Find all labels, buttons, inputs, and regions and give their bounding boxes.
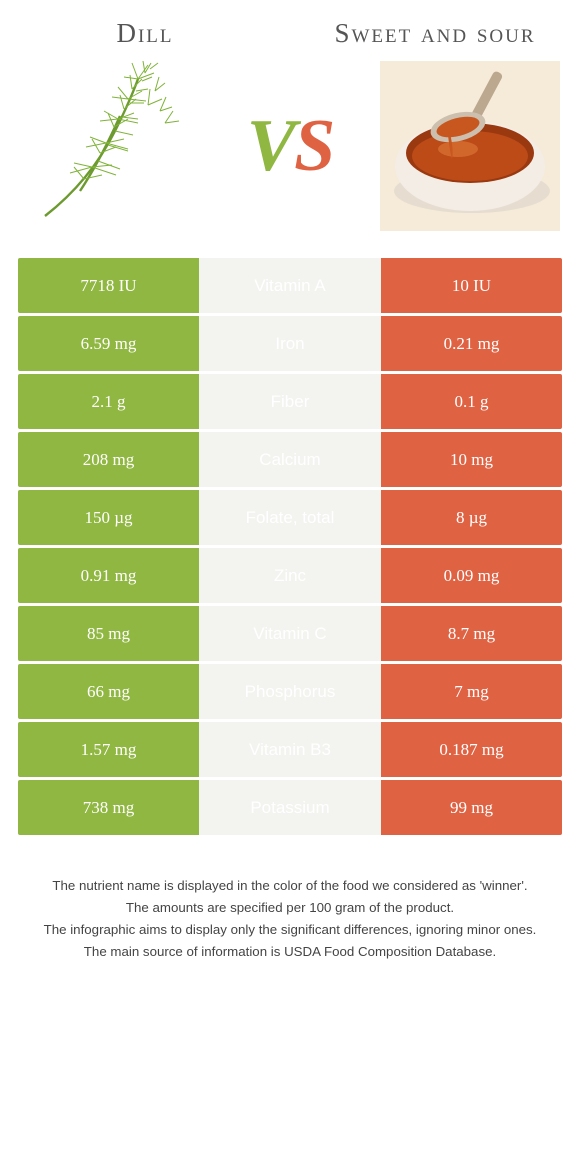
table-row: 66 mgPhosphorus7 mg [18,664,562,719]
left-value: 85 mg [18,606,199,661]
footnote-line: The main source of information is USDA F… [30,942,550,962]
nutrient-label: Vitamin B3 [199,722,381,777]
left-value: 2.1 g [18,374,199,429]
nutrient-label: Phosphorus [199,664,381,719]
right-food-image [380,61,560,231]
table-row: 85 mgVitamin C8.7 mg [18,606,562,661]
table-row: 150 µgFolate, total8 µg [18,490,562,545]
table-row: 0.91 mgZinc0.09 mg [18,548,562,603]
footnote-line: The nutrient name is displayed in the co… [30,876,550,896]
right-value: 99 mg [381,780,562,835]
footnote-line: The amounts are specified per 100 gram o… [30,898,550,918]
left-value: 7718 IU [18,258,199,313]
header: Dill Sweet and sour [0,0,580,61]
nutrient-label: Calcium [199,432,381,487]
left-value: 738 mg [18,780,199,835]
nutrient-label: Folate, total [199,490,381,545]
table-row: 738 mgPotassium99 mg [18,780,562,835]
table-row: 1.57 mgVitamin B30.187 mg [18,722,562,777]
table-row: 6.59 mgIron0.21 mg [18,316,562,371]
left-value: 0.91 mg [18,548,199,603]
nutrient-label: Vitamin C [199,606,381,661]
right-value: 8 µg [381,490,562,545]
left-value: 6.59 mg [18,316,199,371]
nutrient-label: Fiber [199,374,381,429]
comparison-table: 7718 IUVitamin A10 IU6.59 mgIron0.21 mg2… [18,255,562,838]
left-food-image [20,61,200,231]
right-value: 10 IU [381,258,562,313]
left-value: 66 mg [18,664,199,719]
right-value: 10 mg [381,432,562,487]
left-value: 150 µg [18,490,199,545]
left-value: 1.57 mg [18,722,199,777]
nutrient-label: Potassium [199,780,381,835]
right-value: 0.21 mg [381,316,562,371]
vs-v: V [247,105,294,187]
footnote-line: The infographic aims to display only the… [30,920,550,940]
right-food-title: Sweet and sour [305,18,566,49]
right-value: 7 mg [381,664,562,719]
table-row: 208 mgCalcium10 mg [18,432,562,487]
nutrient-label: Iron [199,316,381,371]
vs-badge: VS [247,104,334,189]
nutrient-label: Vitamin A [199,258,381,313]
right-value: 0.1 g [381,374,562,429]
vs-s: S [294,105,333,187]
left-value: 208 mg [18,432,199,487]
right-value: 0.09 mg [381,548,562,603]
footnotes: The nutrient name is displayed in the co… [30,876,550,962]
right-value: 0.187 mg [381,722,562,777]
table-row: 7718 IUVitamin A10 IU [18,258,562,313]
left-food-title: Dill [15,18,276,49]
table-row: 2.1 gFiber0.1 g [18,374,562,429]
right-value: 8.7 mg [381,606,562,661]
nutrient-label: Zinc [199,548,381,603]
hero-row: VS [0,61,580,255]
